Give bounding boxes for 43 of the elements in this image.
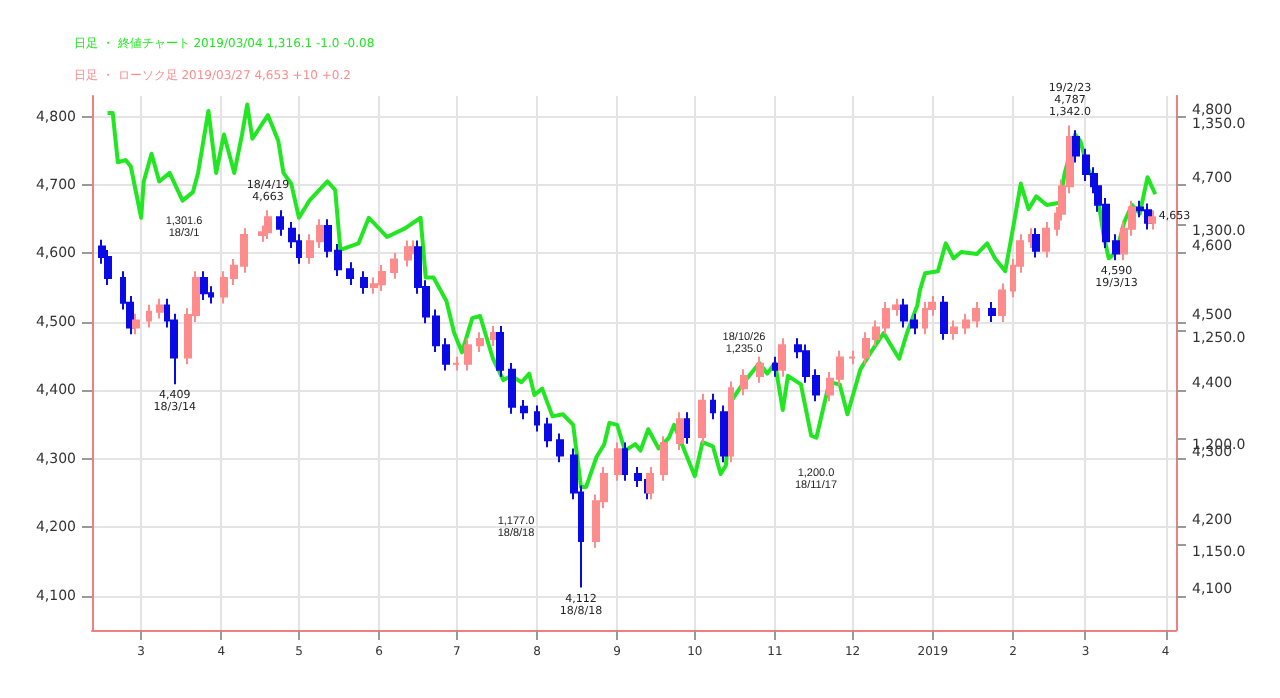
candlestick [146, 303, 152, 329]
candlestick [756, 355, 764, 384]
candlestick [1148, 209, 1156, 231]
candlestick [544, 416, 552, 449]
candlestick [490, 325, 496, 347]
candlestick [728, 380, 734, 464]
candlestick [676, 411, 684, 451]
candlestick [556, 432, 564, 464]
candlestick [476, 331, 484, 354]
candlestick [778, 337, 786, 378]
candlestick [848, 349, 856, 366]
candlestick [710, 392, 716, 421]
candlestick [346, 261, 354, 286]
candlestick [360, 270, 368, 295]
candlestick [698, 392, 706, 445]
candlestick [950, 319, 958, 341]
candlestick [720, 404, 728, 464]
candlestick [264, 209, 272, 241]
candlestick [452, 355, 460, 372]
candlestick [132, 312, 140, 336]
candlestick [390, 251, 398, 280]
candlestick [1042, 220, 1050, 259]
candlestick [508, 362, 516, 415]
candlestick [404, 239, 412, 268]
candlestick [988, 301, 996, 323]
candlestick [684, 411, 690, 445]
candlestick [534, 404, 540, 433]
candlestick [276, 209, 284, 237]
candlestick [1032, 227, 1040, 259]
candlestick [622, 441, 628, 482]
candlestick [940, 294, 948, 341]
candlestick [520, 398, 528, 421]
candlestick [156, 297, 164, 320]
candlestick [378, 264, 386, 293]
candlestick [740, 368, 748, 397]
candlestick [660, 435, 668, 482]
candlestick [464, 337, 472, 372]
candlestick [922, 301, 928, 336]
candlestick [998, 282, 1006, 323]
candlestick [496, 325, 504, 378]
candlestick [614, 441, 622, 482]
candlestick [200, 270, 208, 302]
candlestick [772, 355, 778, 378]
